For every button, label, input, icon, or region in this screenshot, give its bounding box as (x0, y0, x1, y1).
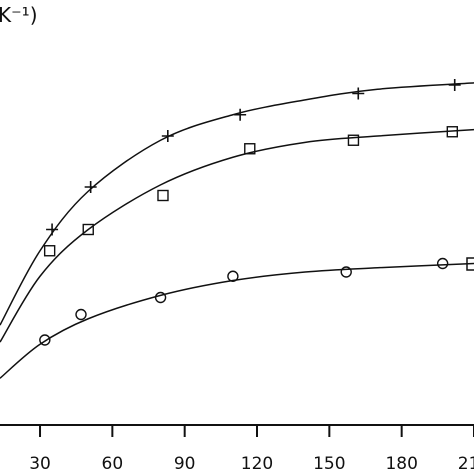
circle-marker (39, 334, 51, 346)
square-marker (244, 143, 256, 155)
plus-marker (234, 108, 247, 121)
fit-curve (0, 128, 474, 343)
x-tick-label: 120 (241, 454, 273, 474)
circle-marker (227, 270, 239, 282)
circle-marker (340, 266, 352, 278)
square-marker (446, 126, 459, 138)
y-axis-label: K⁻¹) (0, 3, 38, 27)
plus-marker (161, 130, 174, 142)
plus-marker (46, 223, 59, 236)
x-tick-label: 30 (29, 454, 51, 474)
circle-marker (154, 291, 167, 304)
square-marker (43, 245, 56, 257)
plus-marker (352, 87, 365, 100)
circle-marker (436, 257, 449, 270)
plus-marker (448, 79, 461, 91)
circle-marker (75, 308, 87, 321)
x-tick-label: 150 (313, 454, 345, 474)
square-marker (157, 189, 169, 202)
fit-curve (0, 82, 474, 326)
plus-marker (84, 181, 97, 193)
square-marker (347, 134, 360, 146)
x-tick-label: 210 (458, 454, 474, 474)
x-tick-label: 60 (102, 454, 124, 474)
x-tick-label: 180 (385, 454, 417, 474)
x-tick-label: 90 (174, 454, 196, 474)
square-marker (82, 223, 94, 236)
